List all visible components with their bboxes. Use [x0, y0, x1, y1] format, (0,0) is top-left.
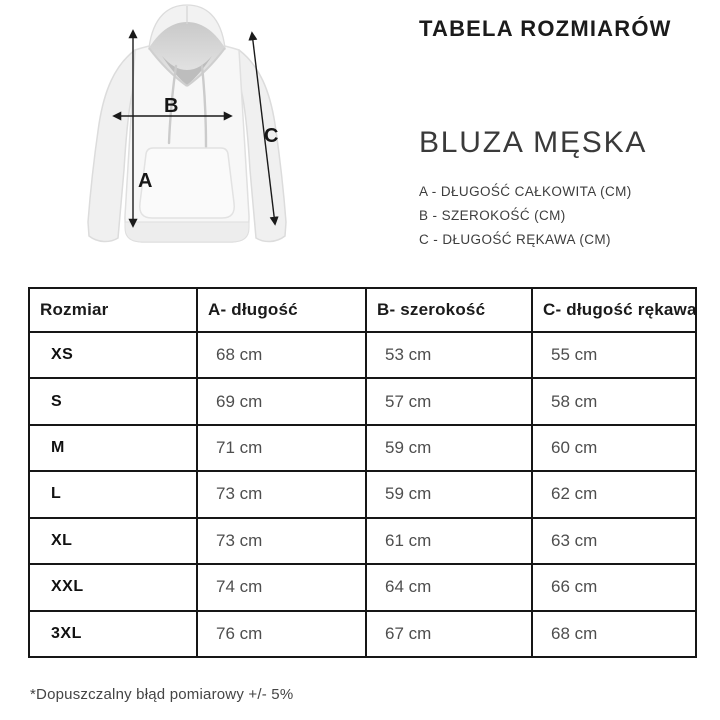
measurement-cell: 60 cm	[531, 423, 697, 473]
legend-item-a: A - DŁUGOŚĆ CAŁKOWITA (CM)	[419, 184, 632, 199]
measurement-cell: 67 cm	[365, 609, 533, 659]
header-cell-b-szerokosc: B- szerokość	[365, 287, 533, 333]
measure-a-label: A	[138, 170, 152, 192]
size-cell: XL	[28, 516, 198, 566]
hoodie-hem-shape	[124, 221, 250, 243]
hoodie-drawstring-left	[167, 64, 178, 145]
hoodie-hood-inner-shape	[149, 22, 225, 86]
measurement-cell: 58 cm	[531, 377, 697, 426]
product-name: BLUZA MĘSKA	[419, 126, 648, 159]
measurement-cell: 62 cm	[531, 470, 697, 519]
measurement-cell: 59 cm	[365, 423, 533, 473]
measurement-cell: 59 cm	[365, 470, 533, 519]
measurement-cell: 63 cm	[531, 516, 697, 566]
hoodie-measurement-diagram: A B C	[87, 4, 287, 243]
table-row: XXL 74 cm 64 cm 66 cm	[28, 563, 697, 612]
header-row: Rozmiar A- długość B- szerokość C- długo…	[28, 287, 697, 333]
measurement-legend: A - DŁUGOŚĆ CAŁKOWITA (CM) B - SZEROKOŚĆ…	[419, 180, 709, 252]
measurement-cell: 68 cm	[531, 609, 697, 659]
header-block: TABELA ROZMIARÓW BLUZA MĘSKA A - DŁUGOŚĆ…	[419, 16, 709, 252]
measurement-cell: 73 cm	[196, 470, 367, 519]
table-row: XS 68 cm 53 cm 55 cm	[28, 330, 697, 380]
table-row: S 69 cm 57 cm 58 cm	[28, 377, 697, 426]
table-row: 3XL 76 cm 67 cm 68 cm	[28, 609, 697, 659]
measurement-cell: 61 cm	[365, 516, 533, 566]
measurement-cell: 66 cm	[531, 563, 697, 612]
hoodie-hood-shadow-shape	[162, 56, 212, 85]
size-cell: XXL	[28, 563, 198, 612]
size-cell: M	[28, 423, 198, 473]
hoodie-diagram-container: A B C	[55, 0, 315, 260]
measurement-cell: 68 cm	[196, 330, 367, 380]
hoodie-drawstring-right	[200, 64, 208, 149]
size-table: Rozmiar A- długość B- szerokość C- długo…	[28, 287, 697, 659]
measurement-cell: 53 cm	[365, 330, 533, 380]
header-cell-c-dlugosc-rekawa: C- długość rękawa	[531, 287, 697, 333]
measurement-cell: 74 cm	[196, 563, 367, 612]
table-row: XL 73 cm 61 cm 63 cm	[28, 516, 697, 566]
measurement-cell: 55 cm	[531, 330, 697, 380]
header-cell-rozmiar: Rozmiar	[28, 287, 198, 333]
measure-c-arrow	[248, 31, 279, 226]
hoodie-pocket-shape	[139, 147, 235, 219]
measurement-cell: 69 cm	[196, 377, 367, 426]
size-table-body: XS 68 cm 53 cm 55 cm S 69 cm 57 cm 58 cm M 71 cm 5…	[28, 330, 697, 659]
measurement-cell: 57 cm	[365, 377, 533, 426]
size-cell: XS	[28, 330, 198, 380]
measurement-cell: 76 cm	[196, 609, 367, 659]
measurement-cell: 71 cm	[196, 423, 367, 473]
header-cell-a-dlugosc: A- długość	[196, 287, 367, 333]
measurement-cell: 73 cm	[196, 516, 367, 566]
size-cell: S	[28, 377, 198, 426]
measurement-tolerance-note: *Dopuszczalny błąd pomiarowy +/- 5%	[30, 686, 294, 703]
legend-item-b: B - SZEROKOŚĆ (CM)	[419, 208, 566, 223]
size-cell: L	[28, 470, 198, 519]
measure-c-label: C	[264, 125, 278, 147]
legend-item-c: C - DŁUGOŚĆ RĘKAWA (CM)	[419, 232, 611, 247]
size-table-header: Rozmiar A- długość B- szerokość C- długo…	[28, 287, 697, 333]
measurement-cell: 64 cm	[365, 563, 533, 612]
table-row: M 71 cm 59 cm 60 cm	[28, 423, 697, 473]
measure-b-label: B	[164, 95, 178, 117]
page-title: TABELA ROZMIARÓW	[419, 16, 672, 41]
size-cell: 3XL	[28, 609, 198, 659]
hoodie-collar-rim	[148, 47, 226, 87]
table-row: L 73 cm 59 cm 62 cm	[28, 470, 697, 519]
